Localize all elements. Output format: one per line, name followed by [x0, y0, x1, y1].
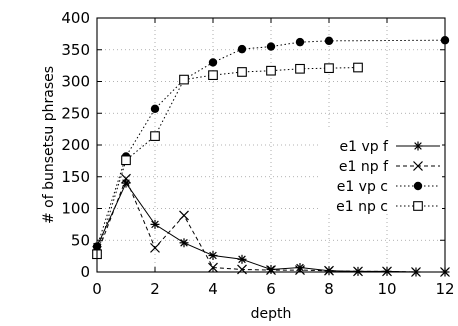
data-point [324, 63, 334, 74]
x-tick-label: 2 [150, 280, 160, 298]
y-tick-label: 250 [61, 104, 90, 122]
data-point [266, 42, 276, 51]
data-point [121, 155, 131, 166]
data-point [295, 63, 305, 74]
data-point [121, 173, 131, 184]
x-tick-label: 12 [435, 280, 454, 298]
legend-label: e1 vp f [339, 139, 389, 155]
series-line [96, 67, 359, 255]
data-point [208, 250, 218, 260]
data-point [237, 67, 247, 77]
x-tick-label: 0 [92, 280, 102, 298]
x-tick-label: 8 [324, 280, 334, 298]
data-point [208, 70, 218, 80]
data-point [179, 74, 189, 85]
data-point [150, 242, 160, 253]
legend-marker [413, 201, 423, 211]
legend-label: e1 np c [336, 199, 388, 215]
data-point [179, 210, 189, 221]
series-e1-np-c [92, 62, 363, 260]
data-point [295, 37, 305, 47]
data-point [324, 36, 334, 46]
data-point [266, 65, 276, 76]
y-tick-label: 150 [61, 168, 90, 186]
data-point [150, 219, 160, 229]
x-tick-label: 4 [208, 280, 218, 298]
data-point [237, 264, 247, 275]
axis-ticks: 0 50 100 150 200 250 300 350 400 0 2 4 6 8 10 12 [61, 9, 454, 298]
data-point [353, 62, 363, 73]
x-tick-label: 6 [266, 280, 276, 298]
legend: e1 vp f e1 np f e1 vp c e1 np c [318, 129, 442, 215]
y-tick-label: 50 [71, 231, 90, 249]
data-point [237, 254, 247, 264]
legend-marker [413, 181, 423, 191]
data-point [353, 266, 363, 277]
y-tick-label: 200 [61, 136, 90, 154]
legend-marker [413, 141, 423, 151]
y-tick-label: 100 [61, 200, 90, 218]
y-tick-label: 350 [61, 41, 90, 59]
y-tick-label: 400 [61, 9, 90, 27]
y-tick-label: 300 [61, 73, 90, 91]
data-point [237, 44, 247, 54]
data-point [150, 104, 160, 114]
series-line [96, 39, 446, 247]
legend-marker [413, 161, 423, 171]
data-point [150, 131, 160, 141]
legend-label: e1 np f [339, 159, 389, 175]
y-axis-label: # of bunsetsu phrases [41, 66, 57, 224]
data-point [295, 265, 305, 276]
legend-label: e1 vp c [337, 179, 388, 195]
data-point [179, 238, 189, 248]
data-point [208, 58, 218, 67]
series-e1-vp-c [92, 36, 450, 251]
x-axis-label: depth [251, 306, 292, 322]
y-tick-label: 0 [80, 263, 90, 281]
x-tick-label: 10 [377, 280, 396, 298]
